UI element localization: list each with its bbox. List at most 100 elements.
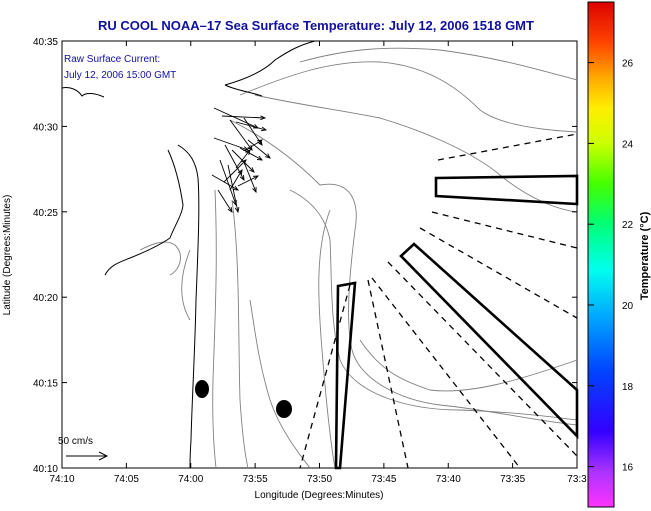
- current-vector-head: [265, 153, 271, 159]
- y-axis-label: Latitude (Degrees:Minutes): [2, 195, 13, 316]
- buoy-marker-west: [195, 380, 209, 398]
- current-vector: [239, 147, 263, 161]
- contour-line-3: [289, 189, 578, 421]
- colorbar-ticks: 16 18 20 22 24 26: [588, 59, 634, 474]
- radial-lines: [299, 133, 578, 469]
- current-vector: [211, 174, 239, 191]
- current-vector-head: [260, 115, 267, 121]
- x-tick-label: 73:50: [307, 474, 332, 485]
- current-vector-head: [249, 167, 255, 173]
- x-tick-label: 74:05: [114, 474, 139, 485]
- scale-arrow: [66, 451, 109, 461]
- x-tick-label: 73:55: [243, 474, 268, 485]
- current-vector: [229, 119, 253, 151]
- colorbar: [587, 1, 615, 508]
- current-vector-head: [252, 186, 257, 194]
- current-vector: [229, 169, 243, 191]
- current-vector-head: [239, 174, 245, 182]
- y-tick-label: 40:25: [33, 208, 58, 219]
- current-vector: [213, 137, 249, 151]
- contour-line-1: [254, 94, 578, 213]
- x-tick-label: 73:35: [500, 474, 525, 485]
- y-tick-label: 40:20: [33, 293, 58, 304]
- radial-line-3: [419, 227, 578, 319]
- current-vector: [223, 159, 247, 183]
- y-tick-label: 40:30: [33, 122, 58, 133]
- coverage-boxes: [334, 174, 579, 470]
- contour-line-10: [249, 299, 311, 469]
- contour-line-4: [239, 61, 578, 133]
- annotation-line-1: Raw Surface Current:: [64, 54, 160, 65]
- y-axis-ticks: 40:10 40:15 40:20 40:25 40:30 40:35: [33, 37, 577, 475]
- radial-line-5: [371, 277, 521, 469]
- contour-line-5: [299, 47, 578, 81]
- colorbar-tick-label: 22: [622, 220, 634, 231]
- current-vector: [227, 164, 239, 213]
- chart-title: RU COOL NOAA–17 Sea Surface Temperature:…: [98, 18, 534, 33]
- radial-line-7: [299, 284, 351, 469]
- x-axis-ticks: 74:10 74:05 74:00 73:55 73:50 73:45 73:40 73:35…: [49, 41, 587, 485]
- buoy-marker-east: [276, 400, 292, 418]
- colorbar-tick-label: 16: [622, 463, 634, 474]
- colorbar-tick-label: 24: [622, 139, 634, 150]
- current-vector-head: [234, 207, 240, 214]
- x-tick-label: 73:40: [436, 474, 461, 485]
- current-vector: [217, 189, 233, 213]
- colorbar-tick-label: 26: [622, 59, 634, 70]
- current-vector-head: [245, 149, 251, 155]
- coverage-box-diagonal: [399, 242, 579, 440]
- coastline: [61, 40, 316, 469]
- contour-line-6: [212, 189, 217, 469]
- annotation-line-2: July 12, 2006 15:00 GMT: [64, 70, 176, 81]
- x-axis-label: Longitude (Degrees:Minutes): [255, 490, 384, 501]
- x-tick-label: 74:10: [49, 474, 74, 485]
- scale-label: 50 cm/s: [58, 436, 93, 447]
- current-vector: [224, 144, 245, 181]
- colorbar-tick-label: 18: [622, 382, 634, 393]
- x-tick-label: 73:45: [371, 474, 396, 485]
- contour-line-9: [359, 339, 578, 392]
- current-vector: [213, 107, 259, 129]
- contour-line-11: [181, 249, 191, 321]
- coastline-long-island: [224, 40, 316, 97]
- radial-line-4: [387, 261, 578, 457]
- x-tick-label: 73:3: [567, 474, 587, 485]
- current-vector-head: [227, 206, 233, 213]
- current-vector: [221, 115, 266, 119]
- current-vector-head: [241, 159, 247, 165]
- contour-line-8: [318, 209, 336, 469]
- current-vector-head: [256, 155, 264, 161]
- y-tick-label: 40:10: [33, 464, 58, 475]
- current-vector-head: [260, 126, 268, 132]
- colorbar-tick-label: 20: [622, 301, 634, 312]
- radial-line-2: [431, 211, 578, 249]
- current-vector-head: [237, 169, 243, 176]
- contour-line-7: [231, 199, 249, 469]
- contour-line-12: [139, 241, 181, 276]
- coastline-sandy-hook: [177, 144, 200, 469]
- current-vector: [247, 139, 271, 159]
- current-vector-head: [256, 139, 263, 145]
- current-vector: [245, 139, 263, 151]
- x-tick-label: 74:00: [178, 474, 203, 485]
- colorbar-label: Temperature (°C): [639, 211, 651, 300]
- surface-current-vectors: [211, 107, 271, 214]
- current-vector-head: [257, 140, 263, 146]
- coastline-bay-shore: [104, 149, 184, 276]
- current-vector: [235, 121, 267, 131]
- bathymetry-contours: [139, 47, 578, 469]
- current-vector: [235, 149, 251, 169]
- current-vector-head: [252, 175, 260, 181]
- coverage-box-east: [434, 174, 579, 206]
- y-tick-label: 40:35: [33, 37, 58, 48]
- radial-line-1: [437, 133, 578, 161]
- contour-line-2: [229, 119, 578, 426]
- y-tick-label: 40:15: [33, 379, 58, 390]
- coastline-staten-bay: [61, 87, 105, 98]
- coverage-box-south: [334, 281, 357, 470]
- current-vector: [219, 159, 237, 206]
- current-vector: [243, 161, 257, 193]
- current-vector-head: [232, 185, 240, 191]
- current-vector: [237, 175, 259, 187]
